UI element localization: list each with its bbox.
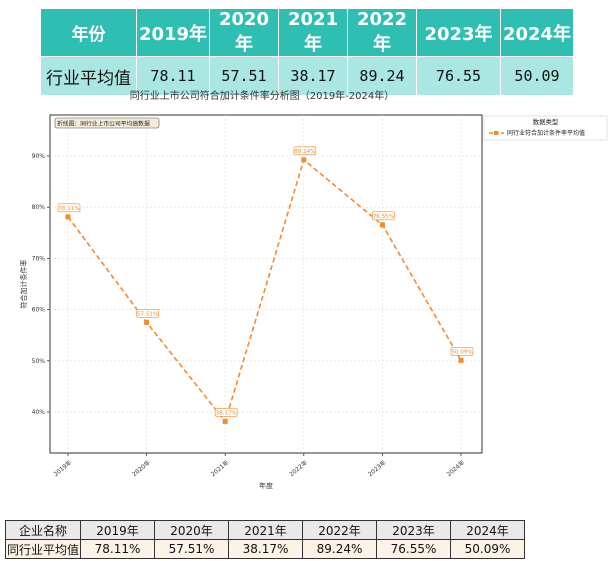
data-label: 89.24%	[294, 149, 315, 155]
detail-header-cell: 2024年	[450, 520, 525, 540]
detail-data-row: 同行业平均值 78.11% 57.51% 38.17% 89.24% 76.55…	[5, 539, 525, 559]
data-label-box	[450, 347, 474, 356]
legend-title: 数据类型	[533, 117, 559, 126]
x-tick-label: 2022年	[288, 458, 309, 478]
data-point	[65, 214, 71, 220]
x-axis-label: 年度	[259, 481, 273, 490]
y-tick-label: 70%	[32, 255, 46, 262]
summary-row-label: 行业平均值	[40, 56, 137, 96]
x-tick-label: 2019年	[52, 458, 73, 478]
detail-cell: 50.09%	[450, 539, 525, 559]
y-tick-label: 50%	[32, 358, 46, 365]
data-point	[458, 357, 464, 363]
data-label-box	[57, 203, 81, 213]
detail-table: 企业名称 2019年 2020年 2021年 2022年 2023年 2024年…	[5, 520, 525, 559]
data-label: 78.11%	[58, 206, 79, 212]
data-point	[222, 418, 228, 424]
x-tick-label: 2023年	[366, 458, 387, 478]
detail-header-cell: 企业名称	[5, 520, 81, 540]
detail-cell: 76.55%	[376, 539, 451, 559]
detail-cell: 57.51%	[154, 539, 229, 559]
data-point	[379, 222, 385, 228]
series-line	[67, 158, 462, 424]
x-tick-label: 2021年	[209, 458, 230, 478]
data-label-box	[214, 408, 238, 417]
summary-cell: 89.24	[347, 56, 417, 96]
data-label-box	[372, 211, 395, 221]
detail-row-label: 同行业平均值	[5, 539, 81, 559]
summary-header-row: 年份 2019年 2020年 2021年 2022年 2023年 2024年	[40, 8, 574, 57]
summary-cell: 76.55	[416, 56, 501, 96]
annotation-text: 折线图：同行业上市公司平均值数据	[57, 120, 150, 128]
summary-data-row: 行业平均值 78.11 57.51 38.17 89.24 76.55 50.0…	[40, 56, 574, 96]
summary-cell: 57.51	[209, 56, 279, 96]
legend-box	[483, 115, 608, 141]
data-label: 57.51%	[137, 311, 158, 317]
summary-cell: 50.09	[500, 56, 574, 96]
summary-header-cell: 2019年	[136, 8, 210, 57]
data-point	[301, 157, 307, 163]
line-chart: 同行业上市公司符合加计条件率分析图（2019年-2024年） 40% 50% 60% 7…	[19, 89, 608, 490]
data-label-box	[293, 146, 317, 156]
detail-header-row: 企业名称 2019年 2020年 2021年 2022年 2023年 2024年	[5, 520, 525, 540]
summary-header-cell: 2021年	[278, 8, 348, 57]
summary-header-cell: 年份	[40, 8, 137, 57]
summary-header-cell: 2022年	[347, 8, 417, 57]
annotation-box	[54, 117, 160, 129]
detail-cell: 38.17%	[228, 539, 303, 559]
summary-header-cell: 2023年	[416, 8, 501, 57]
detail-header-cell: 2023年	[376, 520, 451, 540]
y-tick-label: 60%	[32, 307, 46, 314]
legend-label: 同行业符合加计条件率平均值	[507, 129, 585, 137]
x-tick-label: 2024年	[445, 458, 466, 478]
data-point	[144, 319, 150, 325]
summary-header-cell: 2024年	[500, 8, 574, 57]
x-tick-label: 2020年	[130, 458, 151, 478]
detail-header-cell: 2021年	[228, 520, 303, 540]
summary-header-cell: 2020年	[209, 8, 279, 57]
data-label: 38.17%	[216, 410, 237, 416]
summary-table: 年份 2019年 2020年 2021年 2022年 2023年 2024年 行…	[40, 8, 574, 96]
data-label: 50.09%	[451, 349, 472, 355]
detail-cell: 78.11%	[80, 539, 155, 559]
detail-cell: 89.24%	[302, 539, 377, 559]
detail-header-cell: 2020年	[154, 520, 229, 540]
detail-header-cell: 2019年	[80, 520, 155, 540]
data-label-box	[136, 309, 159, 318]
y-tick-label: 80%	[32, 204, 46, 211]
y-tick-label: 40%	[32, 409, 46, 416]
chart-title: 同行业上市公司符合加计条件率分析图（2019年-2024年）	[130, 89, 395, 102]
detail-header-cell: 2022年	[302, 520, 377, 540]
y-tick-label: 90%	[32, 153, 46, 160]
data-label: 76.55%	[373, 214, 394, 220]
legend-marker	[494, 131, 498, 135]
y-axis-label: 符合加计条件率	[19, 260, 28, 309]
